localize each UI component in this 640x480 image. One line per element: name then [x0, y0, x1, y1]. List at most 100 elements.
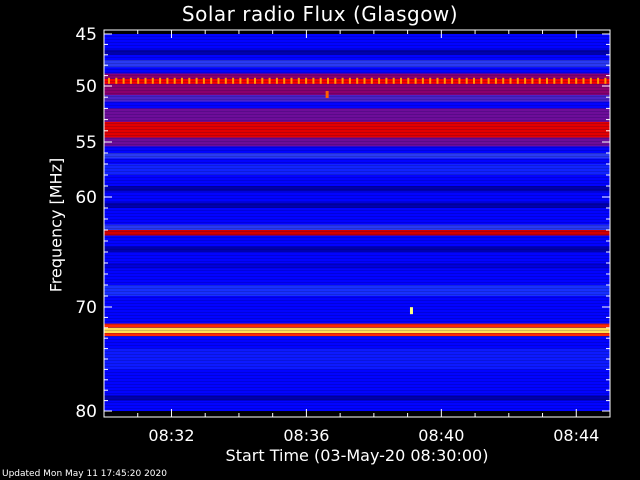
texture-line: [104, 63, 610, 64]
band-7: [104, 108, 610, 122]
texture-line: [104, 144, 610, 145]
texture-line: [104, 111, 610, 112]
dot-mark: [290, 77, 293, 84]
texture-line: [104, 120, 610, 121]
band-14: [104, 224, 610, 230]
dot-mark: [232, 77, 235, 84]
texture-line: [104, 72, 610, 73]
dot-mark: [604, 77, 607, 84]
texture-line: [104, 180, 610, 181]
y-tick-label: 70: [75, 298, 97, 318]
band-19: [104, 323, 610, 328]
texture-line: [104, 213, 610, 214]
texture-line: [104, 231, 610, 232]
dot-mark: [261, 77, 264, 84]
chart-title: Solar radio Flux (Glasgow): [181, 2, 459, 26]
dot-mark: [341, 77, 344, 84]
texture-line: [104, 270, 610, 271]
texture-line: [104, 54, 610, 55]
texture-line: [104, 264, 610, 265]
dot-mark: [494, 77, 497, 84]
texture-line: [104, 390, 610, 391]
dot-mark: [575, 77, 578, 84]
texture-line: [104, 348, 610, 349]
plot-frame: [103, 29, 611, 418]
dot-mark: [516, 77, 519, 84]
texture-line: [104, 234, 610, 235]
texture-line: [104, 201, 610, 202]
y-tick-label: 80: [75, 402, 97, 422]
texture-line: [104, 42, 610, 43]
texture-line: [104, 246, 610, 247]
texture-line: [104, 318, 610, 319]
x-tick-label: 08:44: [553, 426, 599, 445]
dot-mark: [589, 77, 592, 84]
dot-mark: [531, 77, 534, 84]
texture-line: [104, 411, 610, 412]
texture-line: [104, 75, 610, 76]
texture-line: [104, 45, 610, 46]
dot-mark: [348, 77, 351, 84]
x-axis-label: Start Time (03-May-20 08:30:00): [225, 446, 489, 465]
texture-line: [104, 69, 610, 70]
texture-line: [104, 168, 610, 169]
dot-mark: [567, 77, 570, 84]
dot-mark: [560, 77, 563, 84]
dot-mark: [385, 77, 388, 84]
texture-line: [104, 345, 610, 346]
band-22: [104, 348, 610, 370]
dot-mark: [202, 77, 205, 84]
texture-line: [104, 267, 610, 268]
dot-mark: [378, 77, 381, 84]
texture-line: [104, 381, 610, 382]
texture-line: [104, 204, 610, 205]
spot-1: [409, 307, 413, 315]
texture-line: [104, 129, 610, 130]
texture-line: [104, 135, 610, 136]
texture-line: [104, 258, 610, 259]
texture-line: [104, 51, 610, 52]
band-11: [104, 164, 610, 175]
texture-line: [104, 261, 610, 262]
texture-line: [104, 306, 610, 307]
texture-line: [104, 279, 610, 280]
texture-line: [104, 159, 610, 160]
texture-line: [104, 342, 610, 343]
dot-mark: [224, 77, 227, 84]
dot-mark: [370, 77, 373, 84]
dot-mark: [275, 77, 278, 84]
dot-mark: [538, 77, 541, 84]
dot-mark: [400, 77, 402, 84]
dot-mark: [451, 77, 454, 84]
dot-mark: [509, 77, 512, 84]
texture-line: [104, 156, 610, 157]
texture-line: [104, 330, 610, 331]
texture-line: [104, 207, 610, 208]
x-tick-label: 08:32: [148, 426, 194, 445]
spectrogram-bands: [104, 30, 610, 415]
texture-line: [104, 195, 610, 196]
dot-mark: [582, 77, 585, 84]
texture-line: [104, 150, 610, 151]
texture-line: [104, 408, 610, 409]
texture-line: [104, 240, 610, 241]
band-10: [104, 153, 610, 159]
texture-line: [104, 132, 610, 133]
y-ticks: 45 50 55 60 70 80: [75, 25, 610, 422]
texture-line: [104, 33, 610, 34]
band-9: [104, 137, 610, 147]
dot-mark: [546, 77, 548, 84]
texture-line: [104, 339, 610, 340]
y-tick-label: 45: [75, 25, 97, 45]
texture-line: [104, 216, 610, 217]
spot-0: [325, 90, 329, 98]
texture-line: [104, 399, 610, 400]
texture-line: [104, 174, 610, 175]
dot-mark: [268, 77, 271, 84]
texture-line: [104, 273, 610, 274]
texture-line: [104, 291, 610, 292]
texture-line: [104, 87, 610, 88]
texture-line: [104, 372, 610, 373]
dot-mark: [254, 77, 256, 84]
texture-line: [104, 210, 610, 211]
